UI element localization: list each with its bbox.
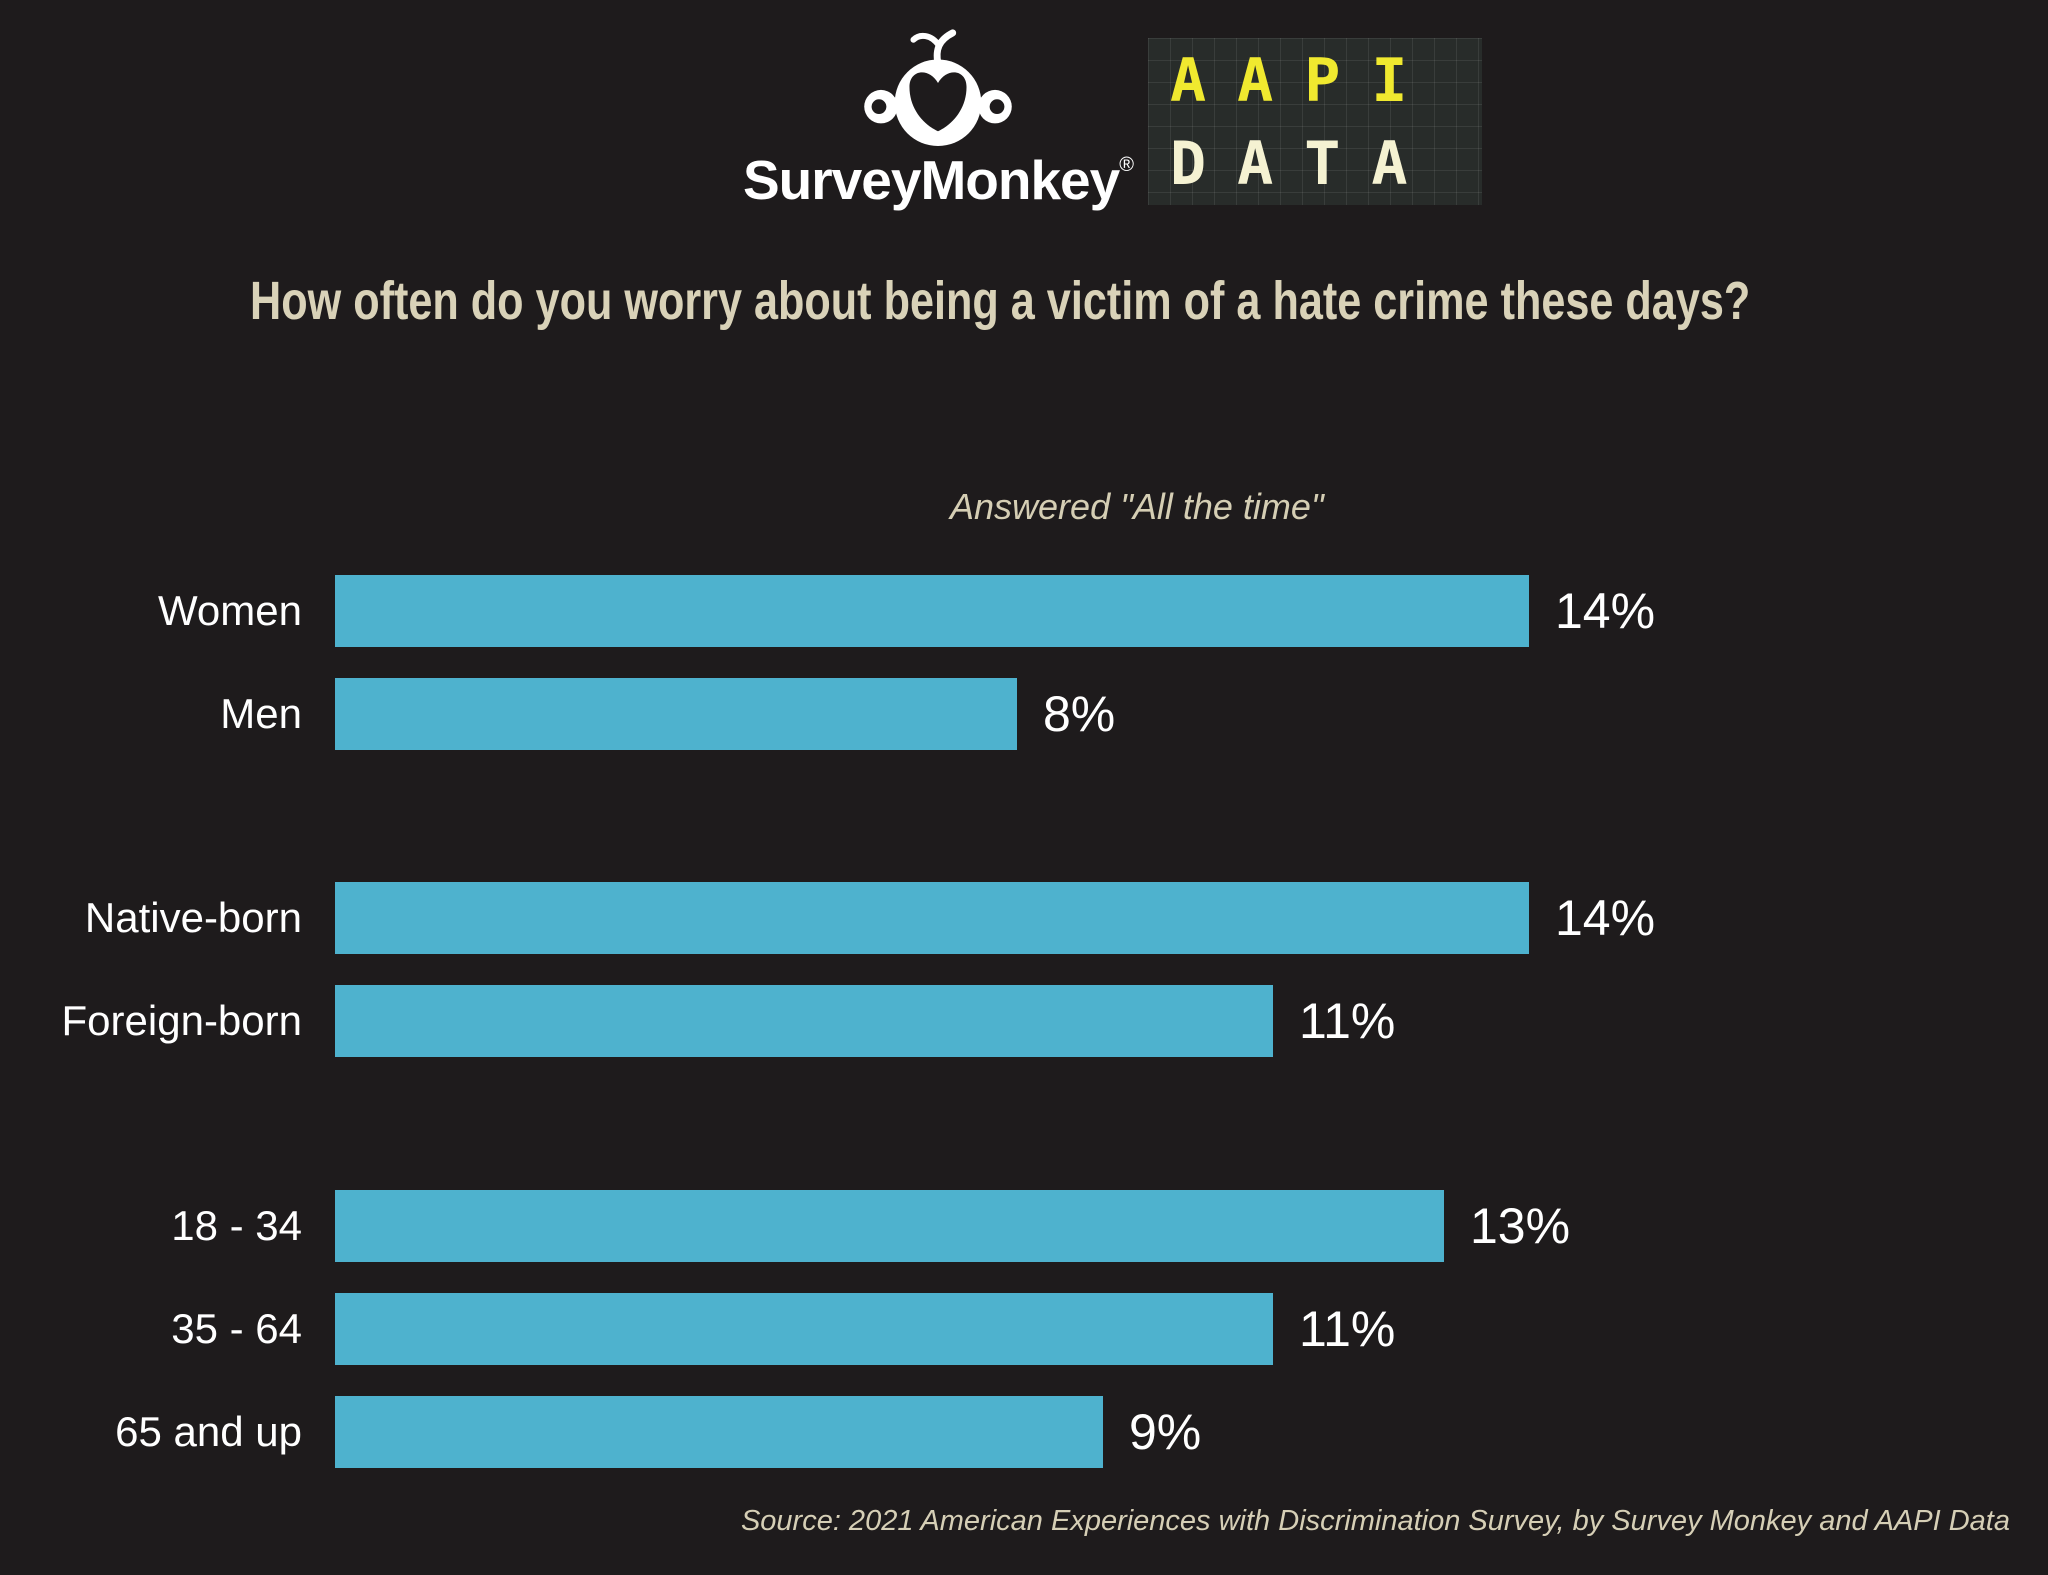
bar — [335, 575, 1529, 647]
bar — [335, 678, 1017, 750]
value-label: 8% — [1043, 686, 1116, 742]
category-label: 18 - 34 — [171, 1202, 302, 1249]
value-label: 14% — [1555, 890, 1656, 946]
category-label: Foreign-born — [61, 997, 302, 1044]
registered-trademark: ® — [1119, 154, 1134, 176]
chart-title: How often do you worry about being a vic… — [250, 271, 1751, 331]
bar — [335, 882, 1529, 954]
category-label: 65 and up — [115, 1408, 302, 1455]
value-label: 11% — [1299, 993, 1396, 1049]
bar — [335, 985, 1273, 1057]
monkey-icon — [864, 29, 1012, 146]
category-label: Men — [220, 690, 302, 737]
value-label: 13% — [1470, 1198, 1571, 1254]
aapi-logo-line2: DATA — [1170, 129, 1439, 199]
category-label: 35 - 64 — [171, 1305, 302, 1352]
bar — [335, 1396, 1103, 1468]
value-label: 11% — [1299, 1301, 1396, 1357]
aapi-data-logo: AAPI DATA — [1148, 38, 1482, 205]
bar — [335, 1190, 1444, 1262]
category-label: Women — [158, 587, 302, 634]
bar — [335, 1293, 1273, 1365]
chart-subtitle: Answered "All the time" — [950, 486, 1324, 527]
surveymonkey-logo: SurveyMonkey® — [733, 26, 1143, 212]
value-label: 9% — [1129, 1404, 1202, 1460]
value-label: 14% — [1555, 583, 1656, 639]
aapi-logo-line1: AAPI — [1170, 46, 1439, 116]
source-note: Source: 2021 American Experiences with D… — [740, 1505, 2010, 1537]
surveymonkey-wordmark: SurveyMonkey® — [743, 149, 1134, 211]
category-label: Native-born — [84, 894, 302, 941]
